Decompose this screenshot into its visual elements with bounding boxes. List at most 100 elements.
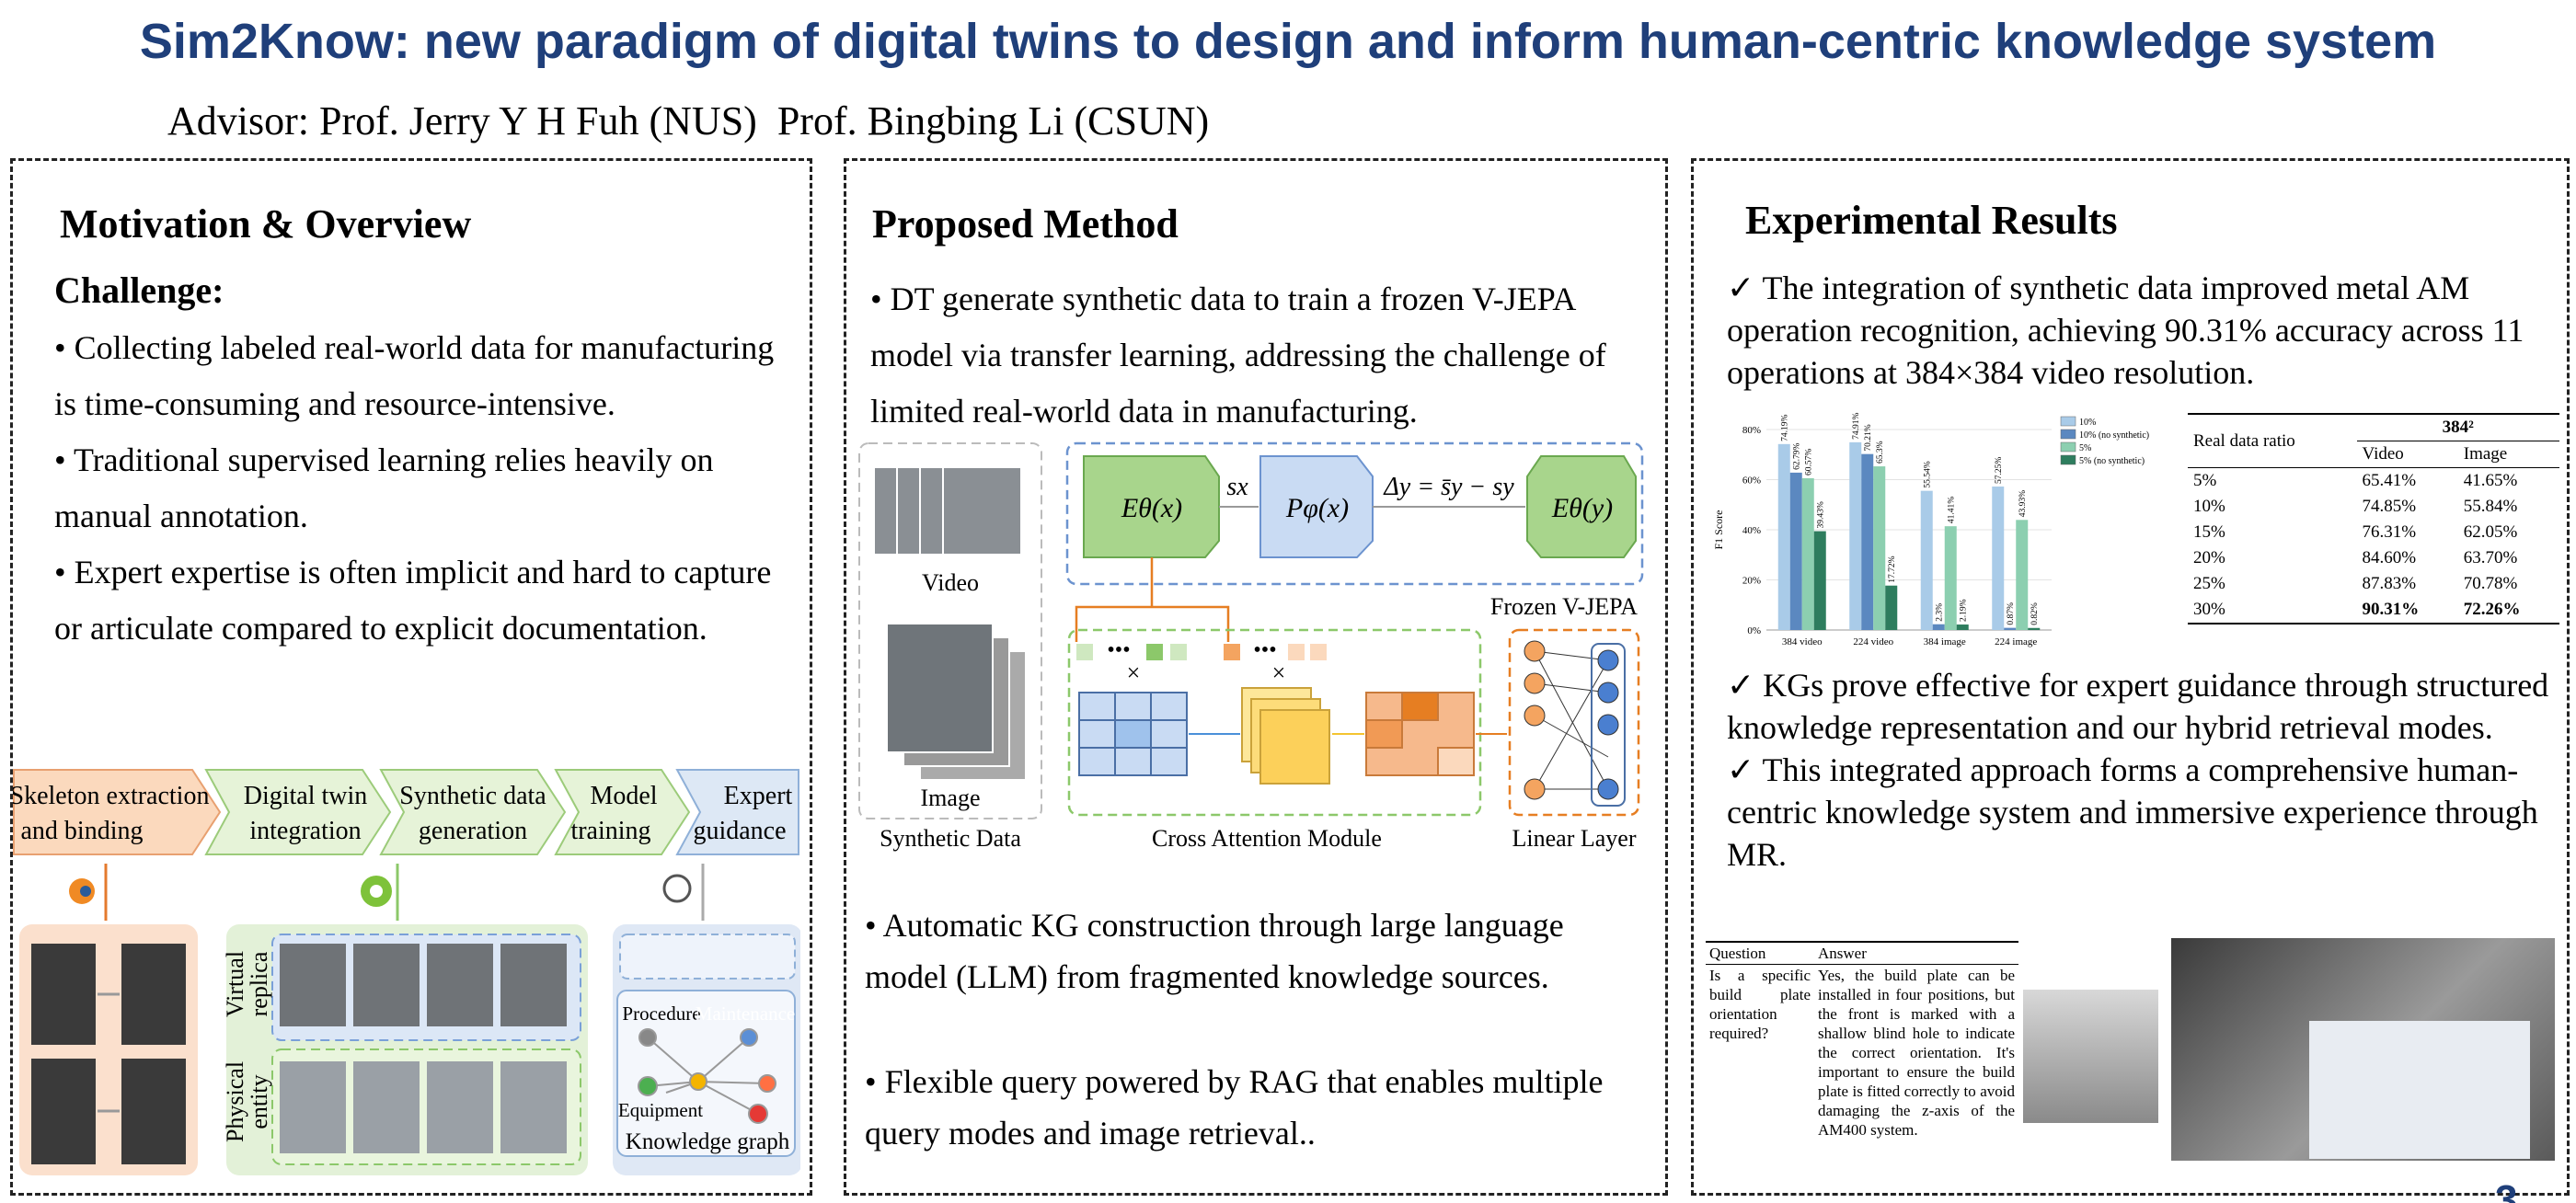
node-label: Equipment <box>618 1099 703 1121</box>
x-tick-label: 384 image <box>1924 636 1966 647</box>
legend-label: 10% (no synthetic) <box>2079 430 2149 441</box>
math-label: Δy = s̄y − sy <box>1383 473 1514 501</box>
bullet: • DT generate synthetic data to train a … <box>870 281 1606 430</box>
value-label: 62.79% <box>1792 443 1801 470</box>
diagram-label: Frozen V-JEPA <box>1490 593 1638 620</box>
value-label: 39.43% <box>1816 501 1825 528</box>
table-cell: 72.26% <box>2463 600 2521 619</box>
mr-photo <box>2171 938 2555 1161</box>
title: Sim2Know: new paradigm of digital twins … <box>139 14 2437 69</box>
table-row: 10% 74.85% 55.84% <box>2188 494 2559 520</box>
table-header: Video <box>2362 444 2404 464</box>
table-cell: 41.65% <box>2463 471 2518 490</box>
heading: Motivation & Overview <box>60 201 472 246</box>
math-label: Eθ(y) <box>1551 493 1613 523</box>
bullet: • Expert expertise is often implicit and… <box>54 554 772 647</box>
legend-label: 10% <box>2079 418 2096 428</box>
value-label: 41.41% <box>1947 497 1956 523</box>
legend-swatch <box>2060 441 2076 453</box>
y-tick-label: 60% <box>1742 475 1761 487</box>
table-cell: 74.85% <box>2362 497 2417 516</box>
heading: Experimental Results <box>1745 198 2118 243</box>
bar <box>2004 627 2017 630</box>
linear-layer <box>1524 640 1626 807</box>
y-tick-label: 80% <box>1742 425 1761 436</box>
result-point: ✓ The integration of synthetic data impr… <box>1727 269 2524 391</box>
y-tick-label: 40% <box>1742 525 1761 536</box>
step-label: Digital twin <box>244 782 368 810</box>
figure-label: Knowledge graph <box>626 1129 790 1154</box>
step-label: training <box>570 817 650 845</box>
value-label: 74.19% <box>1780 414 1789 441</box>
table-header: Image <box>2463 444 2508 464</box>
answer: Yes, the build plate can be installed in… <box>1818 967 2015 1139</box>
table-cell: 55.84% <box>2463 497 2518 516</box>
value-label: 74.91% <box>1852 412 1861 439</box>
step-label: generation <box>419 817 527 845</box>
step-label: and binding <box>21 817 144 845</box>
table-row: 25% 87.83% 70.78% <box>2188 571 2559 597</box>
value-label: 2.19% <box>1959 599 1968 622</box>
bullet: • Collecting labeled real-world data for… <box>54 329 775 422</box>
svg-text:•••: ••• <box>1107 638 1130 662</box>
table-cell: 5% <box>2193 471 2217 490</box>
value-label: 17.72% <box>1888 556 1897 582</box>
value-label: 65.3% <box>1876 441 1885 464</box>
step-label: Synthetic data <box>399 782 546 810</box>
page-number: 3 <box>2495 1177 2518 1203</box>
legend-swatch <box>2060 454 2076 465</box>
table-header: 384² <box>2356 414 2559 441</box>
machine-image <box>2023 990 2158 1123</box>
skeleton-images <box>31 944 186 1164</box>
pipeline: Skeleton extraction and binding Digital … <box>13 769 799 855</box>
step-label: guidance <box>693 817 786 845</box>
value-label: 0.82% <box>2030 602 2040 625</box>
row-label: Virtual <box>222 951 248 1017</box>
value-label: 0.87% <box>2007 602 2016 625</box>
subheading: Challenge: <box>54 269 224 311</box>
table-row: 30% 90.31% 72.26% <box>2188 597 2559 624</box>
table-row: 15% 76.31% 62.05% <box>2188 520 2559 545</box>
question: Is a specific build plate orientation re… <box>1709 967 1811 1042</box>
overview-figure: Skeleton extraction and binding Digital … <box>13 769 800 1175</box>
table-cell: 70.78% <box>2463 574 2518 593</box>
image-frames <box>886 623 1027 781</box>
bar <box>2028 627 2041 630</box>
step-label: integration <box>249 817 361 845</box>
bar <box>1920 490 1933 630</box>
y-axis-label: F1 Score <box>1712 510 1725 550</box>
table-header: Answer <box>1818 945 1867 962</box>
result-points: ✓ KGs prove effective for expert guidanc… <box>1727 664 2555 876</box>
diagram-label: Image <box>921 785 981 811</box>
bar-chart: 0% 20% 40% 60% 80% F1 Score 384 video 74.19%62.… <box>1712 412 2149 647</box>
node-label: Maintenance <box>696 1002 795 1025</box>
table-cell: 20% <box>2193 548 2225 567</box>
math-label: Eθ(x) <box>1121 493 1182 523</box>
video-frames <box>873 466 1022 556</box>
left-panel <box>10 158 812 1196</box>
bar <box>1932 624 1945 630</box>
svg-text:•••: ••• <box>1253 638 1276 662</box>
bullet-list: • Collecting labeled real-world data for… <box>54 320 790 657</box>
x-tick-label: 384 video <box>1782 636 1823 647</box>
table-cell: 62.05% <box>2463 522 2518 542</box>
diagram-label: Cross Attention Module <box>1152 825 1382 852</box>
math-label: Pφ(x) <box>1285 493 1349 523</box>
table-cell: 65.41% <box>2362 471 2417 490</box>
right-panel <box>1691 158 2570 1196</box>
table-cell: 84.60% <box>2362 548 2417 567</box>
bullet: • Traditional supervised learning relies… <box>54 441 714 534</box>
table-row: 20% 84.60% 63.70% <box>2188 545 2559 571</box>
table-cell: 87.83% <box>2362 574 2417 593</box>
value-label: 55.54% <box>1923 461 1932 487</box>
value-label: 60.57% <box>1804 449 1813 475</box>
method-diagram: Video Image Synthetic Data Eθ(x) sx Pφ(x… <box>858 441 1644 852</box>
bar <box>1789 472 1802 630</box>
table-cell: 30% <box>2193 600 2225 619</box>
bar <box>1813 531 1826 630</box>
bullet: • Automatic KG construction through larg… <box>865 907 1564 995</box>
x-tick-label: 224 image <box>1995 636 2037 647</box>
bar <box>1849 441 1862 630</box>
legend-swatch <box>2060 416 2076 427</box>
table-cell: 10% <box>2193 497 2225 516</box>
